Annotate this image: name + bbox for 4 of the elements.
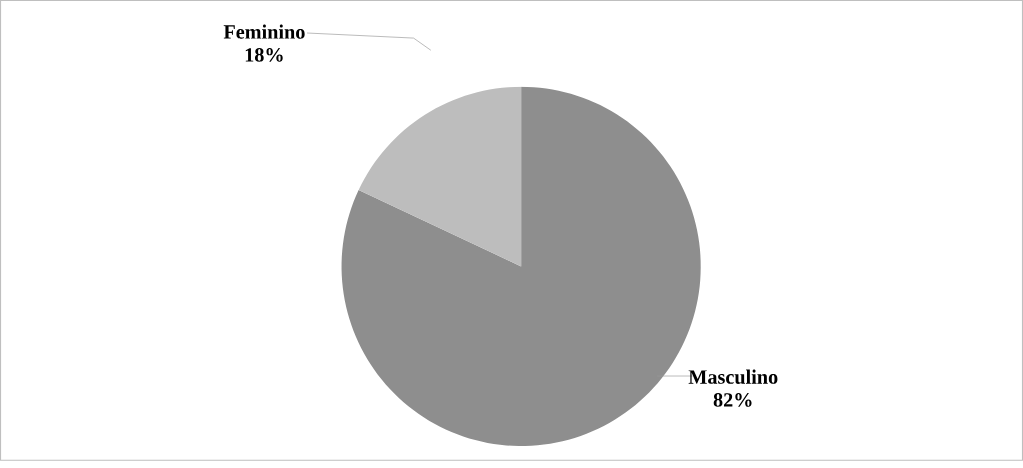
data-label: 82%: [713, 392, 752, 407]
slice-label: Feminino: [223, 24, 305, 39]
slice-label: Masculino: [688, 369, 778, 384]
data-label: 18%: [245, 47, 283, 62]
